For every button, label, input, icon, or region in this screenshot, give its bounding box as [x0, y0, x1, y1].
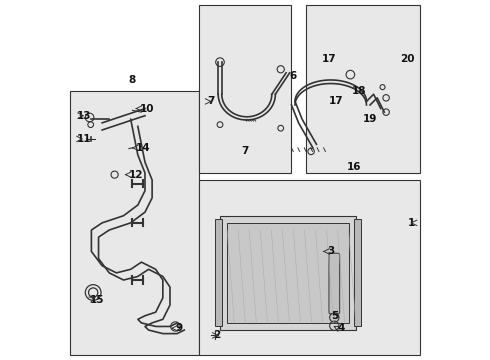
Bar — [220, 216, 356, 330]
Bar — [215, 219, 222, 327]
Text: 17: 17 — [322, 54, 337, 64]
FancyBboxPatch shape — [198, 5, 292, 173]
Text: 7: 7 — [242, 147, 249, 157]
Text: 18: 18 — [352, 86, 367, 96]
Text: 13: 13 — [77, 111, 92, 121]
Text: 7: 7 — [207, 96, 215, 107]
FancyBboxPatch shape — [329, 253, 340, 314]
Text: 3: 3 — [327, 247, 334, 256]
FancyBboxPatch shape — [70, 91, 198, 355]
Text: 19: 19 — [363, 114, 377, 124]
Bar — [354, 219, 361, 327]
Text: 20: 20 — [400, 54, 415, 64]
Text: 15: 15 — [90, 295, 104, 305]
Text: 11: 11 — [77, 134, 92, 144]
Bar — [227, 223, 348, 323]
Text: 6: 6 — [290, 71, 297, 81]
Text: 12: 12 — [129, 170, 144, 180]
Text: 16: 16 — [347, 162, 361, 172]
Text: 5: 5 — [331, 311, 338, 321]
Text: 10: 10 — [140, 104, 154, 113]
Text: 14: 14 — [136, 143, 150, 153]
Text: 4: 4 — [338, 323, 345, 333]
Text: 8: 8 — [129, 75, 136, 85]
Text: 17: 17 — [329, 96, 343, 107]
Text: 2: 2 — [213, 330, 220, 341]
Text: 9: 9 — [175, 323, 182, 333]
FancyBboxPatch shape — [198, 180, 420, 355]
FancyBboxPatch shape — [306, 5, 420, 173]
Text: 1: 1 — [407, 218, 415, 228]
